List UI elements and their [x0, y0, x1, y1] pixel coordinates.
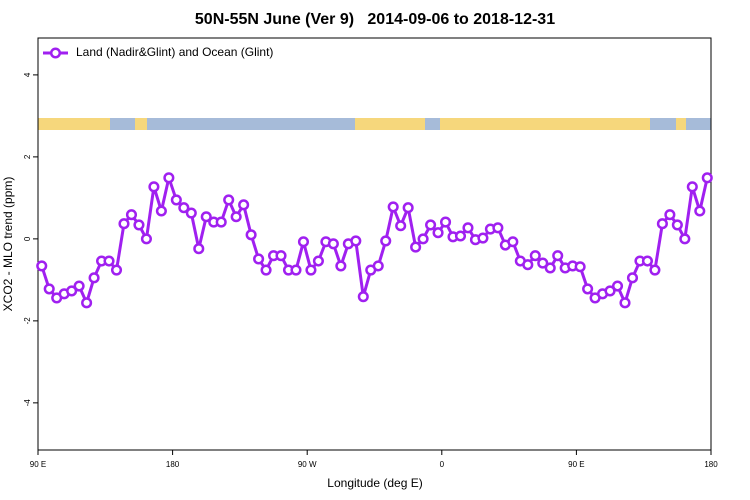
- point: [552, 250, 564, 262]
- point: [297, 236, 310, 248]
- point: [110, 264, 123, 276]
- point: [163, 172, 175, 184]
- point: [327, 238, 339, 250]
- point: [477, 232, 489, 244]
- point: [88, 272, 100, 284]
- point: [574, 261, 586, 273]
- point: [402, 202, 414, 214]
- plot-frame: [37, 37, 712, 451]
- point: [395, 220, 407, 232]
- y-axis-label: XCO2 - MLO trend (ppm): [1, 177, 15, 312]
- point: [140, 233, 152, 245]
- point: [604, 285, 616, 297]
- point: [454, 230, 467, 242]
- point: [230, 211, 242, 223]
- y-tick-label: 0: [23, 236, 32, 241]
- point: [43, 283, 55, 295]
- y-tick-label: -2: [23, 317, 32, 325]
- x-tick-label: 180: [704, 460, 718, 469]
- point: [425, 219, 437, 231]
- point: [417, 233, 429, 245]
- point: [103, 255, 115, 267]
- point: [290, 264, 302, 276]
- point: [372, 260, 384, 272]
- point: [679, 233, 691, 245]
- point: [260, 264, 272, 276]
- point: [522, 259, 534, 271]
- point: [133, 219, 145, 231]
- x-axis-label: Longitude (deg E): [327, 476, 422, 490]
- point: [275, 250, 287, 262]
- point: [73, 280, 85, 292]
- point: [36, 260, 48, 272]
- point: [649, 264, 661, 276]
- point: [537, 257, 549, 269]
- point: [410, 241, 422, 253]
- point: [81, 297, 93, 309]
- x-tick-label: 90 E: [30, 460, 46, 469]
- point: [641, 255, 653, 267]
- point: [193, 243, 205, 255]
- point: [492, 222, 504, 234]
- point: [686, 181, 698, 193]
- point: [439, 216, 452, 228]
- x-tick-label: 90 W: [298, 460, 317, 469]
- point: [529, 250, 541, 262]
- point: [380, 235, 392, 247]
- land-ocean-band: [38, 118, 711, 130]
- point: [544, 262, 556, 274]
- y-tick-label: 2: [23, 154, 32, 159]
- point: [148, 181, 160, 193]
- point: [200, 211, 212, 223]
- x-tick-label: 0: [440, 460, 445, 469]
- point: [223, 194, 235, 206]
- point: [611, 280, 624, 292]
- point: [671, 219, 683, 231]
- point: [253, 253, 265, 265]
- point: [387, 201, 399, 213]
- legend-marker: [49, 47, 62, 59]
- point: [507, 236, 519, 248]
- point: [238, 199, 250, 211]
- point: [357, 291, 369, 303]
- legend-label: Land (Nadir&Glint) and Ocean (Glint): [76, 45, 273, 59]
- point: [656, 218, 668, 230]
- point: [626, 272, 639, 284]
- y-tick-label: -4: [23, 399, 32, 407]
- point: [312, 255, 324, 267]
- point: [462, 222, 474, 234]
- point: [694, 205, 706, 217]
- point: [582, 283, 594, 295]
- point: [350, 235, 362, 247]
- point: [66, 285, 78, 297]
- point: [664, 209, 676, 221]
- point: [185, 207, 197, 219]
- x-tick-label: 90 E: [568, 460, 584, 469]
- point: [701, 172, 713, 184]
- point: [170, 194, 182, 206]
- point: [155, 205, 167, 217]
- point: [305, 264, 317, 276]
- y-tick-label: 4: [23, 72, 32, 77]
- point: [245, 229, 257, 241]
- x-tick-label: 180: [166, 460, 180, 469]
- point: [178, 202, 190, 214]
- point: [125, 209, 138, 221]
- point: [335, 260, 347, 272]
- point: [432, 227, 444, 239]
- point: [215, 216, 227, 228]
- point: [118, 218, 130, 230]
- point: [619, 297, 631, 309]
- chart-title: 50N-55N June (Ver 9) 2014-09-06 to 2018-…: [195, 11, 555, 28]
